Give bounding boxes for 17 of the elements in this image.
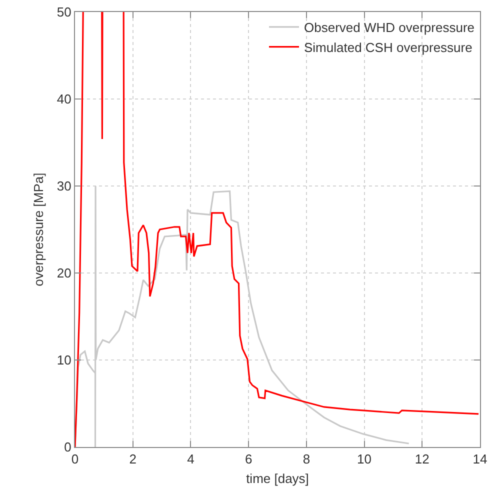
- x-tick-label: 2: [129, 452, 136, 467]
- x-tick-label: 14: [472, 452, 488, 467]
- x-tick-label: 12: [414, 452, 430, 467]
- x-tick-label: 4: [187, 452, 194, 467]
- y-tick-label: 10: [56, 352, 72, 368]
- legend-label: Simulated CSH overpressure: [304, 40, 472, 55]
- x-tick-label: 6: [244, 452, 252, 467]
- y-tick-label: 0: [64, 440, 72, 455]
- x-axis-title: time [days]: [246, 471, 309, 486]
- y-axis-title: overpressure [MPa]: [30, 172, 46, 286]
- x-tick-label: 10: [357, 452, 372, 467]
- y-tick-label: 40: [56, 92, 72, 107]
- x-tick-label: 8: [302, 452, 310, 467]
- y-tick-label: 20: [56, 266, 72, 281]
- y-tick-label: 50: [56, 4, 72, 20]
- legend-label: Observed WHD overpressure: [304, 20, 474, 36]
- y-tick-label: 30: [56, 178, 72, 194]
